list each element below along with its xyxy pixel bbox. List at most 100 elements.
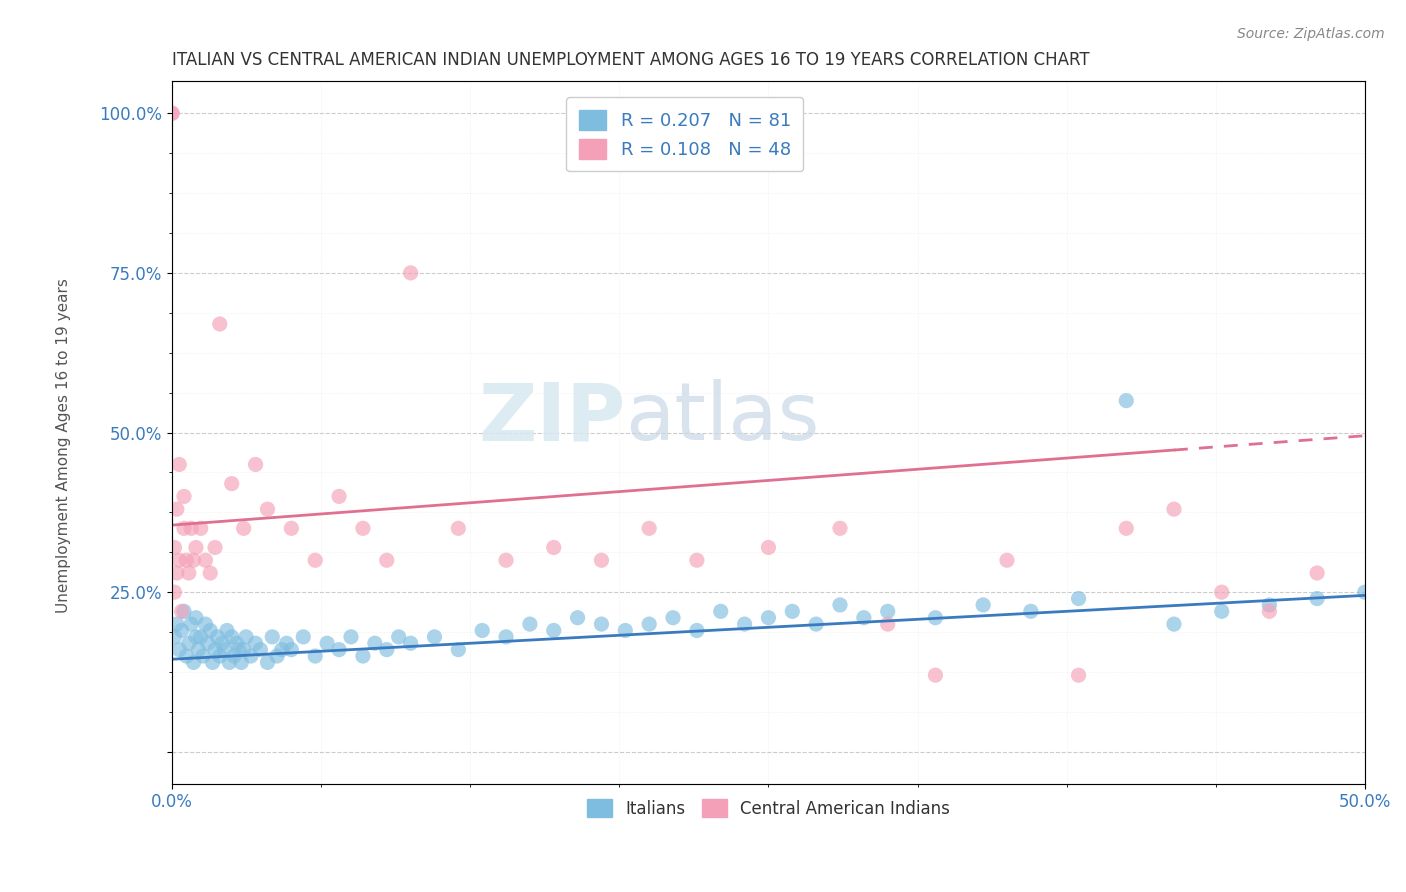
- Point: [1163, 617, 1185, 632]
- Point: [197, 636, 219, 650]
- Point: [177, 636, 200, 650]
- Point: [1115, 393, 1137, 408]
- Point: [245, 636, 267, 650]
- Point: [190, 630, 212, 644]
- Point: [292, 630, 315, 644]
- Point: [567, 611, 589, 625]
- Point: [304, 648, 326, 663]
- Point: [262, 630, 284, 644]
- Point: [166, 502, 188, 516]
- Point: [495, 630, 517, 644]
- Point: [256, 656, 278, 670]
- Point: [163, 585, 186, 599]
- Point: [225, 636, 247, 650]
- Point: [328, 642, 350, 657]
- Point: [191, 648, 214, 663]
- Text: atlas: atlas: [626, 379, 820, 458]
- Point: [249, 642, 271, 657]
- Point: [204, 642, 226, 657]
- Point: [375, 642, 398, 657]
- Point: [852, 611, 875, 625]
- Point: [211, 636, 233, 650]
- Text: Unemployment Among Ages 16 to 19 years: Unemployment Among Ages 16 to 19 years: [56, 278, 70, 614]
- Point: [170, 624, 193, 638]
- Point: [200, 624, 222, 638]
- Legend: Italians, Central American Indians: Italians, Central American Indians: [581, 793, 956, 824]
- Point: [166, 617, 188, 632]
- Point: [519, 617, 541, 632]
- Point: [235, 630, 257, 644]
- Point: [304, 553, 326, 567]
- Point: [180, 617, 202, 632]
- Point: [1067, 591, 1090, 606]
- Point: [183, 656, 205, 670]
- Point: [328, 489, 350, 503]
- Point: [710, 604, 733, 618]
- Point: [423, 630, 446, 644]
- Point: [1258, 598, 1281, 612]
- Point: [1163, 502, 1185, 516]
- Point: [245, 458, 267, 472]
- Point: [167, 458, 190, 472]
- Point: [804, 617, 827, 632]
- Point: [1211, 604, 1233, 618]
- Point: [828, 598, 851, 612]
- Point: [734, 617, 756, 632]
- Point: [1067, 668, 1090, 682]
- Point: [232, 521, 254, 535]
- Point: [270, 642, 292, 657]
- Point: [1019, 604, 1042, 618]
- Point: [215, 624, 238, 638]
- Point: [276, 636, 298, 650]
- Point: [686, 624, 709, 638]
- Point: [591, 553, 613, 567]
- Point: [972, 598, 994, 612]
- Point: [194, 553, 217, 567]
- Point: [170, 604, 193, 618]
- Point: [239, 648, 262, 663]
- Point: [190, 521, 212, 535]
- Point: [1306, 566, 1329, 580]
- Point: [218, 656, 240, 670]
- Point: [447, 642, 470, 657]
- Point: [167, 642, 190, 657]
- Point: [1211, 585, 1233, 599]
- Point: [758, 611, 780, 625]
- Point: [352, 521, 374, 535]
- Point: [876, 604, 898, 618]
- Point: [828, 521, 851, 535]
- Point: [208, 317, 231, 331]
- Point: [543, 541, 565, 555]
- Point: [591, 617, 613, 632]
- Point: [208, 648, 231, 663]
- Point: [221, 630, 243, 644]
- Point: [166, 566, 188, 580]
- Point: [184, 630, 207, 644]
- Point: [758, 541, 780, 555]
- Point: [638, 617, 661, 632]
- Point: [399, 636, 422, 650]
- Point: [364, 636, 387, 650]
- Point: [224, 648, 246, 663]
- Point: [1258, 604, 1281, 618]
- Point: [173, 521, 195, 535]
- Point: [375, 553, 398, 567]
- Point: [340, 630, 363, 644]
- Point: [176, 648, 198, 663]
- Point: [184, 541, 207, 555]
- Point: [388, 630, 411, 644]
- Point: [228, 642, 250, 657]
- Text: Source: ZipAtlas.com: Source: ZipAtlas.com: [1237, 27, 1385, 41]
- Point: [232, 642, 254, 657]
- Point: [316, 636, 339, 650]
- Text: ZIP: ZIP: [478, 379, 626, 458]
- Point: [614, 624, 637, 638]
- Point: [280, 521, 302, 535]
- Point: [638, 521, 661, 535]
- Point: [160, 106, 183, 120]
- Point: [266, 648, 288, 663]
- Point: [180, 521, 202, 535]
- Point: [256, 502, 278, 516]
- Point: [187, 642, 209, 657]
- Point: [686, 553, 709, 567]
